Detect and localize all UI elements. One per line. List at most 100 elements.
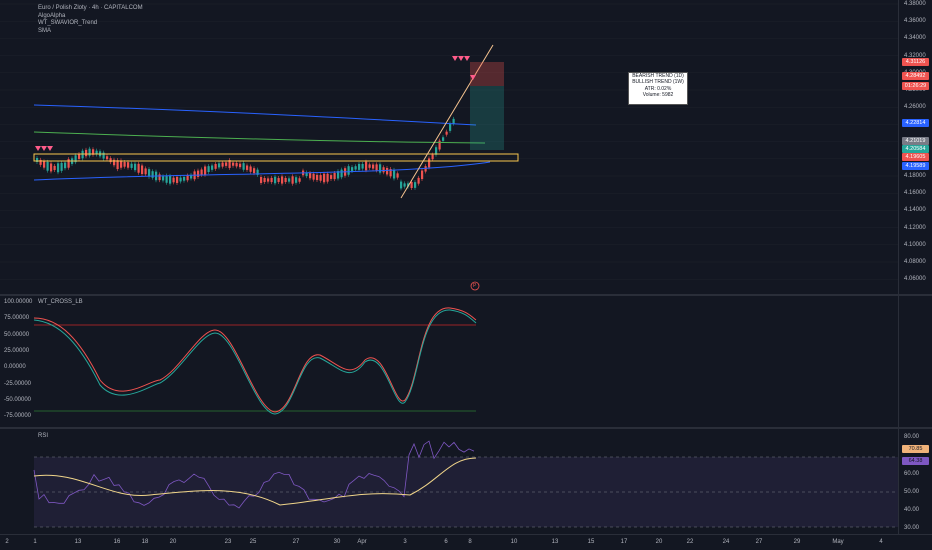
- candle-body: [379, 164, 382, 173]
- candle-body: [235, 162, 238, 167]
- sell-mark-icon: [452, 56, 458, 61]
- candle-body: [106, 156, 109, 160]
- candle-body: [393, 169, 396, 179]
- rsi-tick-label: 60.00: [904, 471, 920, 477]
- pane-separator: [0, 427, 932, 429]
- candle-body: [162, 176, 165, 181]
- trend-info-box: BEARISH TREND (1D) BULLISH TREND (1W) AT…: [628, 72, 688, 105]
- info-line: ATR: 0.02%: [644, 85, 672, 92]
- time-tick-label: 30: [333, 539, 341, 545]
- sell-mark-icon: [464, 56, 470, 61]
- rsi-line: [33, 440, 475, 509]
- candle-body: [421, 170, 424, 180]
- candle-body: [109, 158, 112, 163]
- time-tick-label: 25: [249, 539, 257, 545]
- time-tick-label: 10: [510, 539, 518, 545]
- time-tick-label: 13: [551, 539, 559, 545]
- candle-body: [263, 177, 266, 183]
- candle-body: [197, 170, 200, 177]
- candle-body: [102, 152, 105, 159]
- time-tick-label: 17: [620, 539, 628, 545]
- candle-body: [396, 173, 399, 178]
- candle-body: [43, 161, 46, 168]
- candle-body: [130, 163, 133, 168]
- candle-body: [305, 172, 308, 177]
- osc-tick-label: 25.00000: [4, 347, 30, 354]
- price-tick-label: 4.16000: [904, 190, 926, 197]
- indicator-label[interactable]: SMA: [38, 27, 52, 34]
- price-badge: 4.21019: [902, 137, 929, 145]
- price-badge: 4.28492: [902, 72, 929, 80]
- candle-body: [183, 176, 186, 181]
- candle-body: [36, 158, 39, 162]
- candle-body: [256, 169, 259, 175]
- candle-body: [67, 159, 70, 168]
- candle-body: [389, 169, 392, 177]
- candle-body: [46, 161, 49, 171]
- price-badge: 4.31126: [902, 58, 929, 66]
- price-badge: 4.20584: [902, 145, 929, 153]
- pane-separator: [0, 534, 932, 535]
- candle-body: [85, 149, 88, 157]
- candle-body: [92, 149, 95, 155]
- rsi-ma-line: [33, 457, 477, 506]
- candle-body: [291, 176, 294, 184]
- candle-body: [340, 169, 343, 178]
- time-tick-label: 20: [169, 539, 177, 545]
- price-badge: 4.19589: [902, 162, 929, 170]
- candle-body: [246, 165, 249, 170]
- rsi-badge: 64.38: [902, 457, 929, 465]
- candle-body: [319, 175, 322, 181]
- candle-body: [39, 159, 42, 165]
- candle-body: [354, 166, 357, 170]
- time-tick-label: 6: [444, 539, 448, 545]
- candle-body: [403, 183, 406, 187]
- candle-body: [158, 174, 161, 181]
- time-tick-label: 24: [722, 539, 730, 545]
- candle-body: [176, 176, 179, 183]
- candle-body: [323, 173, 326, 183]
- rsi-tick-label: 40.00: [904, 507, 920, 513]
- candle-body: [410, 182, 413, 188]
- rsi-legend[interactable]: RSI: [38, 433, 49, 439]
- candle-body: [116, 160, 119, 170]
- candle-body: [260, 176, 263, 184]
- candle-body: [431, 154, 434, 160]
- candle-body: [214, 163, 217, 169]
- candle-body: [277, 178, 280, 182]
- candle-body: [337, 171, 340, 179]
- candle-body: [151, 171, 154, 178]
- candle-body: [169, 175, 172, 184]
- price-tick-label: 4.38000: [904, 1, 926, 7]
- candle-body: [435, 147, 438, 155]
- osc-tick-label: 0.00000: [4, 364, 26, 371]
- indicator-mark-label: P: [473, 283, 477, 289]
- oscillator-legend[interactable]: WT_CROSS_LB: [38, 299, 83, 305]
- price-tick-label: 4.26000: [904, 104, 926, 111]
- indicator-label[interactable]: AlgoAlpha: [38, 12, 66, 19]
- sell-mark-icon: [470, 75, 476, 80]
- price-badge: 01:26:29: [902, 82, 929, 90]
- rsi-tick-label: 30.00: [904, 525, 920, 531]
- candle-body: [312, 173, 315, 180]
- candle-body: [270, 177, 273, 183]
- candle-body: [400, 181, 403, 189]
- info-line: Volume: 5982: [642, 92, 674, 99]
- osc-tick-label: 75.00000: [4, 315, 30, 322]
- time-tick-label: 13: [74, 539, 82, 545]
- indicator-label[interactable]: WT_SWAVIOR_Trend: [38, 20, 98, 26]
- candle-body: [204, 166, 207, 175]
- candle-body: [330, 175, 333, 179]
- osc-tick-label: -25.00000: [4, 380, 32, 387]
- symbol-title[interactable]: Euro / Polish Zloty · 4h · CAPITALCOM: [38, 5, 143, 11]
- candle-body: [74, 155, 77, 163]
- candle-body: [242, 163, 245, 170]
- candle-body: [249, 166, 252, 172]
- time-tick-label: 27: [755, 539, 763, 545]
- candle-body: [88, 148, 91, 156]
- candle-body: [134, 163, 137, 171]
- sell-mark-icon: [47, 146, 53, 151]
- ma-line-green: [33, 131, 486, 144]
- candle-body: [428, 158, 431, 168]
